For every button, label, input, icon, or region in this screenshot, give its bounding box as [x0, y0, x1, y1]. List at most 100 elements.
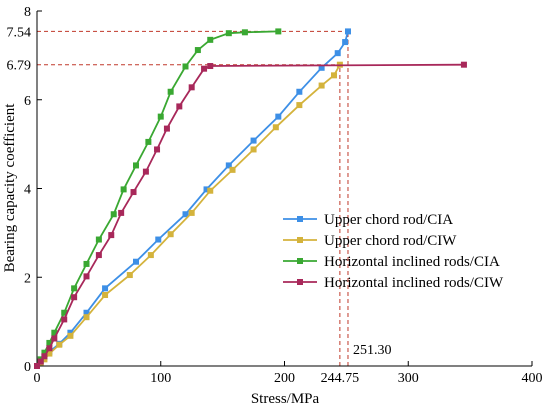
data-point — [41, 356, 48, 363]
data-point — [118, 209, 125, 216]
data-point — [207, 187, 214, 194]
data-point — [102, 292, 109, 298]
data-point — [133, 258, 139, 265]
data-point — [41, 353, 48, 360]
legend-label: Horizontal inclined rods/CIA — [324, 254, 500, 270]
y-tick-label: 4 — [24, 183, 31, 198]
data-point — [34, 363, 40, 369]
data-point — [41, 349, 48, 356]
data-point — [61, 309, 68, 316]
data-point — [331, 72, 337, 79]
data-point — [318, 64, 325, 71]
data-point — [95, 236, 102, 243]
series-4 — [34, 61, 467, 369]
ref-label-horizontal: 7.54 — [7, 25, 32, 40]
data-point — [194, 47, 201, 54]
data-point — [142, 168, 149, 175]
data-point — [167, 88, 174, 95]
data-point — [145, 138, 152, 145]
series-2 — [34, 61, 343, 369]
data-point — [147, 252, 154, 259]
data-point — [229, 166, 236, 173]
data-point — [120, 186, 127, 193]
data-point — [67, 329, 74, 336]
data-point — [182, 63, 189, 70]
y-tick-label: 2 — [24, 271, 31, 286]
y-tick-label: 0 — [24, 360, 31, 375]
data-point — [46, 350, 53, 357]
data-point — [83, 314, 90, 321]
series-line — [36, 64, 341, 367]
ref-label-horizontal: 6.79 — [7, 59, 32, 74]
legend-label: Horizontal inclined rods/CIW — [324, 275, 504, 291]
y-axis-title: Bearing capacity coefficient — [2, 103, 18, 273]
data-point — [296, 88, 303, 95]
legend-item: Horizontal inclined rods/CIW — [283, 275, 504, 291]
data-point — [241, 29, 248, 36]
data-point — [203, 186, 210, 193]
data-point — [296, 102, 303, 109]
legend-swatch-marker — [297, 279, 303, 285]
data-point — [56, 341, 63, 348]
data-point — [71, 285, 78, 292]
data-point — [83, 260, 90, 267]
data-point — [225, 30, 232, 37]
data-point — [102, 285, 109, 292]
y-tick-label: 6 — [24, 94, 31, 109]
x-tick-label: 400 — [522, 371, 543, 386]
data-point — [176, 103, 183, 110]
data-point — [201, 65, 208, 72]
legend-label: Upper chord rod/CIA — [324, 212, 453, 228]
data-point — [344, 28, 351, 35]
data-point — [83, 309, 90, 316]
data-point — [133, 162, 139, 169]
legend-item: Upper chord rod/CIA — [283, 212, 453, 228]
ref-label-vertical: 244.75 — [321, 371, 360, 386]
x-axis-title: Stress/MPa — [251, 391, 320, 407]
data-point — [334, 50, 341, 57]
data-point — [272, 124, 279, 131]
data-point — [51, 335, 58, 342]
series-group — [34, 28, 467, 369]
series-1 — [34, 28, 351, 369]
data-point — [83, 273, 90, 280]
data-point — [154, 146, 161, 153]
data-point — [318, 82, 325, 89]
legend-item: Horizontal inclined rods/CIA — [283, 254, 500, 270]
ticks: 0 100 200 300 400 0 2 4 6 8 — [24, 5, 543, 386]
legend: Upper chord rod/CIA Upper chord rod/CIW Ho… — [283, 212, 504, 291]
data-point — [275, 113, 282, 120]
legend-swatch-marker — [297, 258, 303, 264]
data-point — [250, 146, 257, 153]
data-point — [61, 316, 68, 323]
data-point — [167, 231, 174, 238]
legend-swatch-marker — [297, 216, 303, 222]
data-point — [46, 339, 53, 346]
data-point — [71, 294, 78, 301]
reference-lines: 7.54 6.79 244.75 251.30 — [7, 25, 392, 386]
data-point — [460, 61, 467, 68]
data-point — [342, 39, 349, 46]
data-point — [225, 162, 232, 169]
data-point — [275, 28, 282, 35]
data-point — [46, 345, 53, 352]
x-tick-label: 100 — [150, 371, 171, 386]
data-point — [67, 332, 74, 339]
data-point — [188, 209, 195, 216]
legend-swatch-marker — [297, 237, 303, 243]
series-line — [36, 30, 279, 367]
x-tick-label: 0 — [34, 371, 41, 386]
data-point — [37, 358, 44, 365]
data-point — [126, 272, 133, 279]
legend-label: Upper chord rod/CIW — [324, 233, 457, 249]
data-point — [130, 189, 137, 196]
x-tick-label: 300 — [398, 371, 419, 386]
data-point — [110, 211, 117, 218]
y-tick-label: 8 — [24, 5, 31, 20]
data-point — [157, 113, 164, 120]
data-point — [51, 329, 58, 336]
data-point — [108, 232, 115, 239]
data-point — [207, 63, 214, 70]
series-3 — [34, 28, 282, 369]
